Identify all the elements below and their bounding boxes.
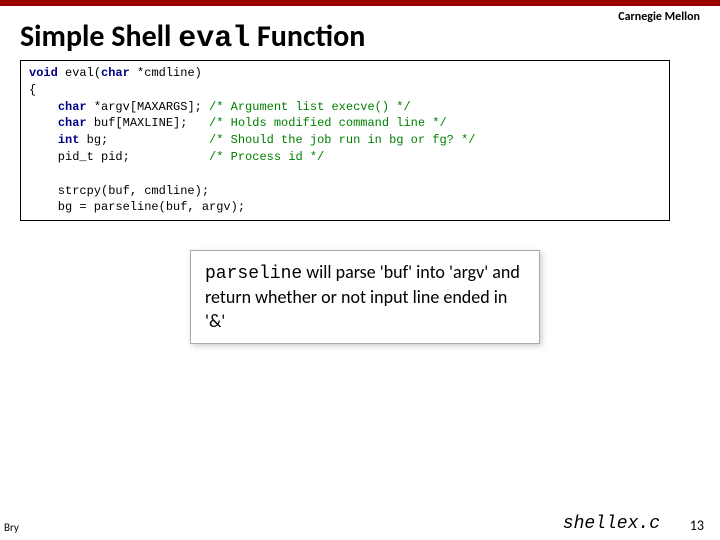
code-text: buf[MAXLINE];: [87, 116, 209, 130]
footer-filename: shellex.c: [563, 514, 660, 534]
comment: /* Should the job run in bg or fg? */: [209, 133, 475, 147]
code-text: bg;: [79, 133, 209, 147]
code-text: *cmdline): [130, 66, 202, 80]
code-text: pid_t pid;: [29, 150, 209, 164]
title-post: Function: [250, 18, 365, 55]
university-label: Carnegie Mellon: [618, 10, 700, 24]
title-pre: Simple Shell: [20, 18, 178, 55]
slide-title: Simple Shell eval Function: [20, 18, 365, 56]
kw: char: [58, 100, 87, 114]
kw: void: [29, 66, 58, 80]
kw: char: [101, 66, 130, 80]
code-text: [29, 133, 58, 147]
callout-box: parseline will parse 'buf' into 'argv' a…: [190, 250, 540, 344]
footer-page-number: 13: [690, 517, 704, 534]
kw: int: [58, 133, 80, 147]
kw: char: [58, 116, 87, 130]
code-listing: void eval(char *cmdline) { char *argv[MA…: [20, 60, 670, 221]
code-text: eval(: [58, 66, 101, 80]
comment: /* Process id */: [209, 150, 324, 164]
code-text: *argv[MAXARGS];: [87, 100, 209, 114]
code-text: [29, 100, 58, 114]
callout-mono: parseline: [205, 264, 302, 284]
comment: /* Holds modified command line */: [209, 116, 447, 130]
footer-author: Bry: [4, 521, 19, 534]
comment: /* Argument list execve() */: [209, 100, 411, 114]
header-bar: [0, 0, 720, 6]
title-mono: eval: [178, 22, 250, 56]
code-text: {: [29, 83, 36, 97]
code-text: bg = parseline(buf, argv);: [29, 200, 245, 214]
code-text: [29, 116, 58, 130]
code-text: strcpy(buf, cmdline);: [29, 184, 209, 198]
